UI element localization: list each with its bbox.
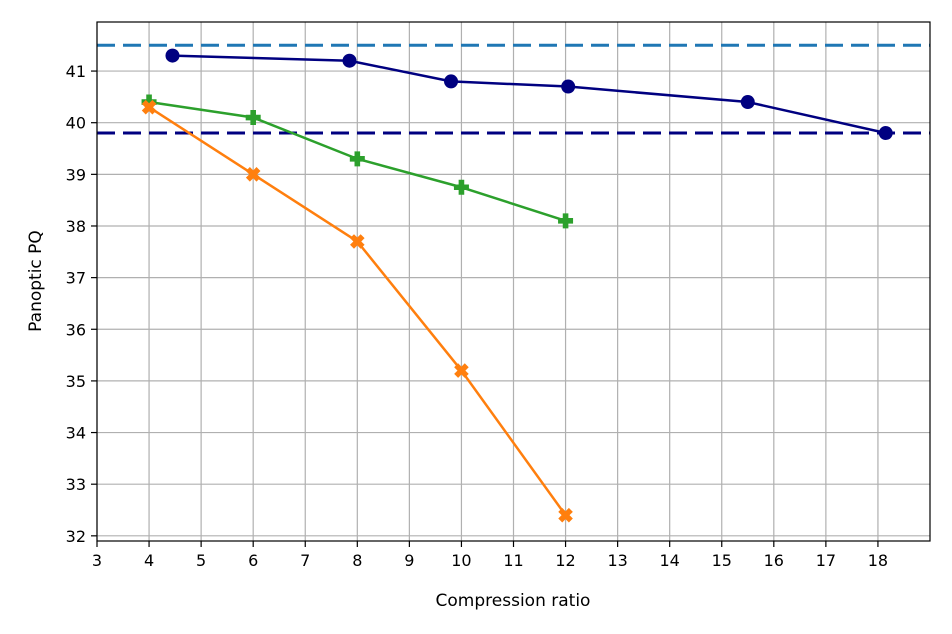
x-tick-label: 17 [816,551,836,570]
data-point [165,48,180,63]
y-tick-label: 38 [66,217,86,236]
series-line [172,54,887,135]
y-tick-label: 37 [66,269,86,288]
x-tick-label: 8 [352,551,362,570]
x-tick-label: 16 [764,551,784,570]
data-point [245,167,261,182]
x-axis-ticks: 3 4 5 6 7 8 9 10 11 12 13 14 15 16 17 18 [92,541,888,570]
data-point [349,151,365,167]
data-point [878,126,893,141]
series-group [141,48,893,523]
x-tick-label: 5 [196,551,206,570]
y-tick-label: 35 [66,372,86,391]
x-tick-label: 15 [712,551,732,570]
data-point [342,53,357,68]
y-tick-label: 36 [66,320,86,339]
x-tick-label: 14 [660,551,680,570]
data-point [245,110,261,126]
x-tick-label: 6 [248,551,258,570]
data-point [558,507,573,523]
x-tick-label: 7 [300,551,310,570]
x-tick-label: 3 [92,551,102,570]
y-axis-label: Panoptic PQ [26,230,46,332]
grid [96,22,930,541]
data-point [740,95,755,110]
y-tick-label: 34 [66,424,86,443]
series-1 [165,48,893,141]
y-tick-label: 33 [66,475,86,494]
x-tick-label: 18 [868,551,888,570]
data-point [141,94,157,110]
reference-lines [97,43,930,135]
x-tick-label: 4 [144,551,154,570]
x-tick-label: 13 [607,551,627,570]
data-point [558,213,574,229]
y-tick-label: 39 [66,165,86,184]
data-point [350,234,365,249]
x-tick-label: 10 [451,551,471,570]
data-point [141,99,157,115]
x-tick-label: 11 [503,551,523,570]
data-point [444,74,459,89]
y-tick-label: 40 [66,114,86,133]
y-axis-ticks: 32 33 34 35 36 37 38 39 40 41 [66,62,97,546]
data-point [561,79,576,94]
series-3 [141,99,573,523]
data-point [454,363,469,378]
x-tick-label: 12 [555,551,575,570]
y-tick-label: 41 [66,62,86,81]
x-axis-label: Compression ratio [436,591,591,611]
y-tick-label: 32 [66,527,86,546]
data-point [453,179,469,195]
series-2 [141,94,574,229]
x-tick-label: 9 [404,551,414,570]
